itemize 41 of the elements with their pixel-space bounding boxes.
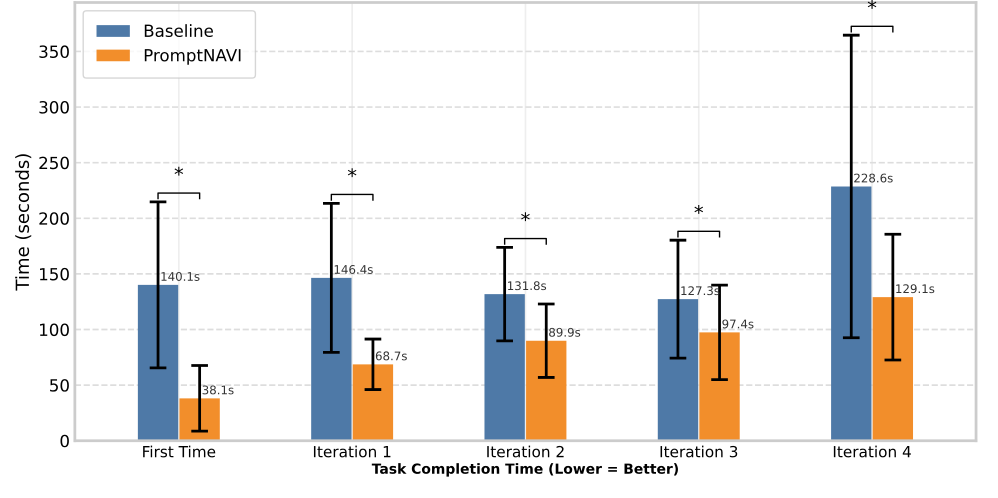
annotation: * [174,166,184,176]
x-tick-label: Iteration 2 [487,446,564,458]
x-tick-label: Iteration 3 [660,446,738,458]
data-label: 129.1s [896,284,934,294]
x-axis-title: Task Completion Time (Lower = Better) [372,463,678,477]
y-tick-label: 150 [40,268,69,280]
bar [484,294,525,441]
y-tick-label: 0 [60,434,69,448]
x-tick-label: First Time [143,446,216,458]
y-tick-label: 300 [39,101,69,114]
bar [526,340,566,441]
data-label: 97.4s [722,320,754,328]
data-label: 38.1s [202,385,234,394]
data-label: 228.6s [854,174,893,183]
y-tick-label: 350 [39,45,69,58]
x-tick-label: Iteration 4 [834,446,911,458]
bar [179,398,220,441]
y-tick-label: 100 [40,323,69,336]
data-label: 131.8s [508,281,546,290]
bar [311,278,352,441]
bar [352,364,394,441]
annotation: * [521,212,530,222]
bar [658,299,698,441]
y-tick-label: 50 [50,379,69,392]
y-axis-title: Time (seconds) [15,154,32,291]
annotation: * [694,205,704,214]
x-tick-label: Iteration 1 [314,446,390,458]
bar [699,332,740,441]
y-tick-label: 250 [39,156,69,170]
legend-label: Baseline [144,24,213,38]
data-label: 146.4s [334,265,373,274]
data-label: 89.9s [549,328,580,337]
bar [831,186,872,441]
annotation: * [348,168,356,178]
y-tick-label: 200 [39,212,69,225]
legend-label: PromptNAVI [144,49,240,65]
data-label: 68.7s [376,351,407,360]
bar [872,297,914,441]
data-label: 140.1s [161,272,200,281]
annotation: * [868,0,876,9]
bar [138,284,178,441]
